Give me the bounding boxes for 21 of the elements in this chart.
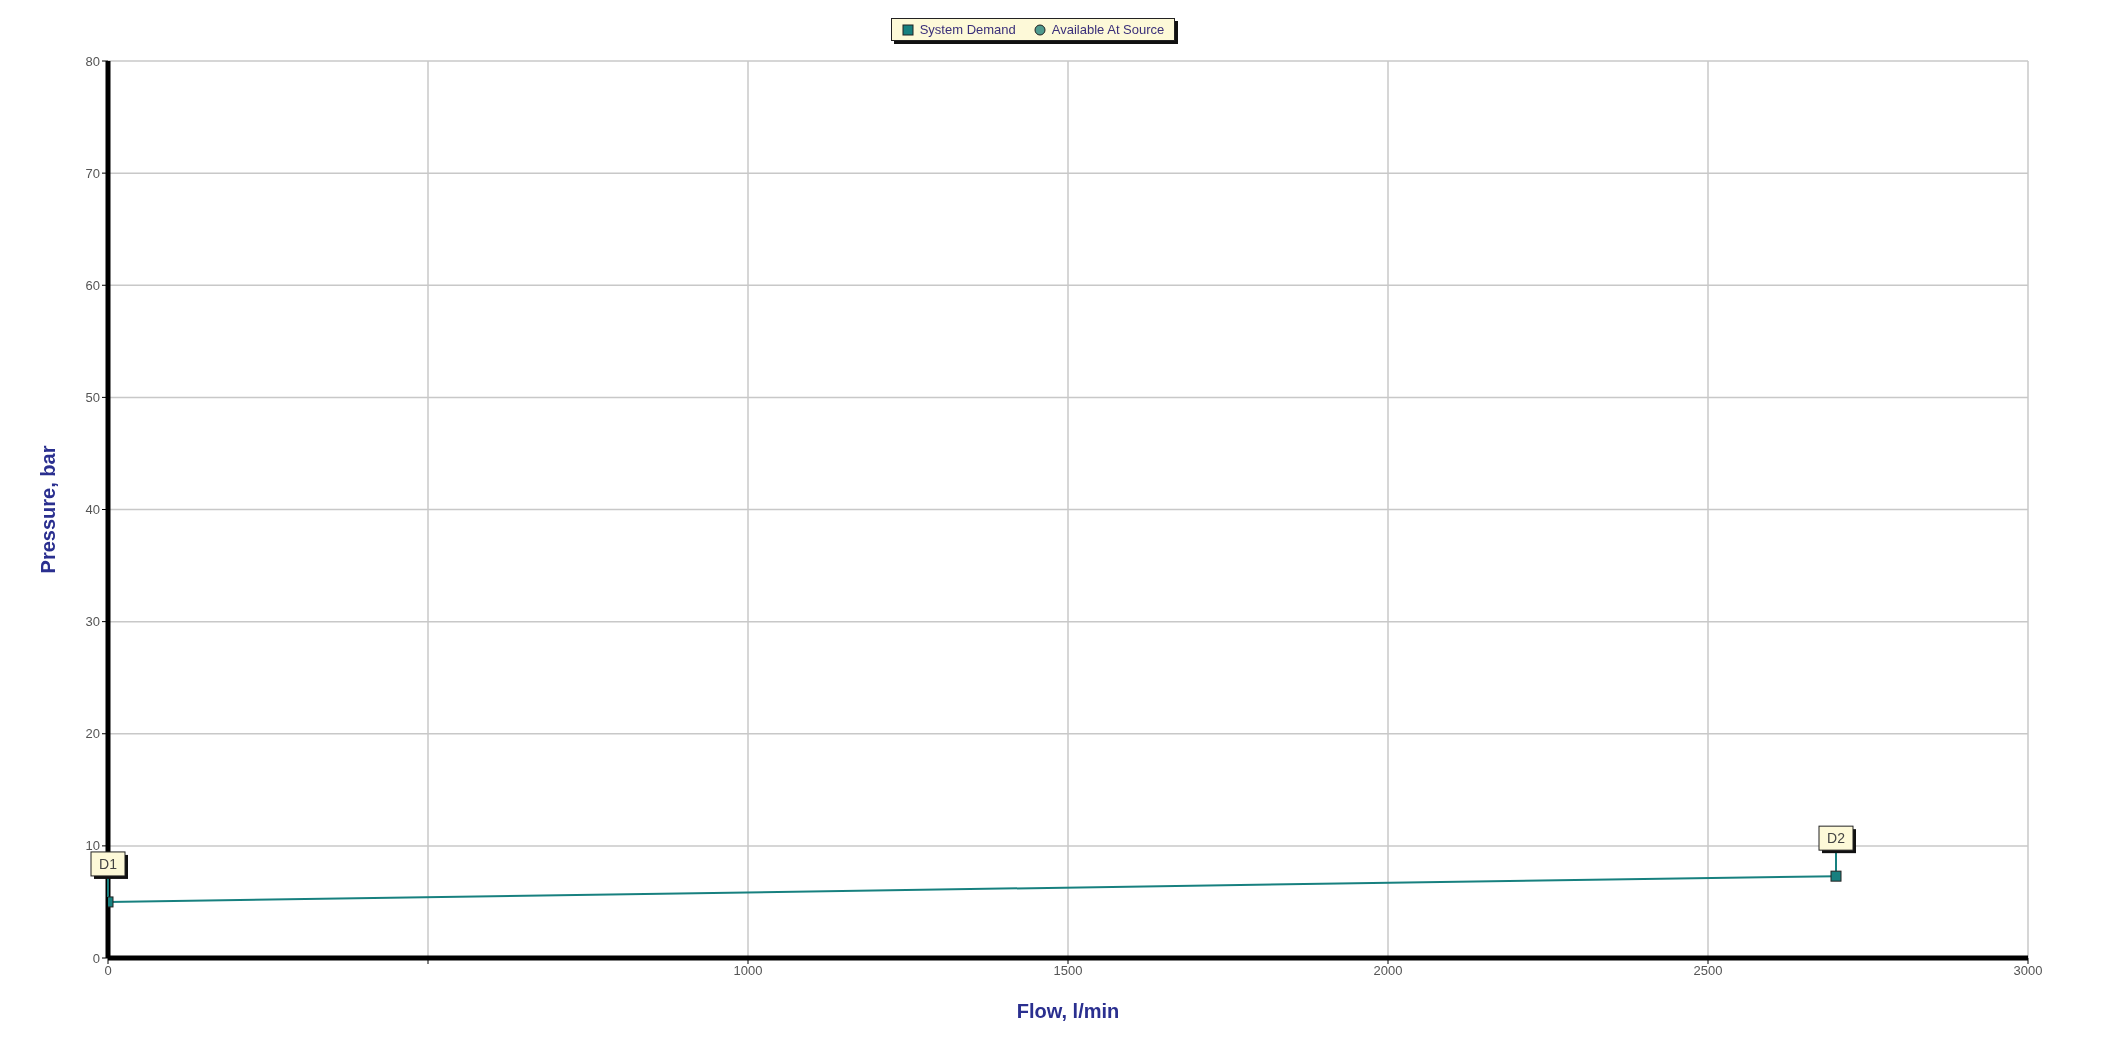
x-tick-label: 3000	[2013, 963, 2043, 979]
y-tick-label: 30	[85, 614, 100, 630]
y-tick-label: 20	[85, 726, 100, 742]
x-tick-label: 2000	[1373, 963, 1403, 979]
y-tick-label: 70	[85, 165, 100, 181]
y-tick-label: 60	[85, 277, 100, 293]
annotation: D1	[99, 855, 118, 872]
x-tick-label: 0	[104, 963, 112, 979]
y-axis-title: Pressure, bar	[37, 445, 60, 574]
x-tick-label: 2500	[1693, 963, 1723, 979]
annotation: D2	[1827, 830, 1846, 847]
legend-label: System Demand	[918, 22, 1016, 37]
x-axis-title: Flow, l/min	[1016, 1000, 1120, 1022]
x-tick-label: 1000	[733, 963, 763, 979]
x-tick-label: 1500	[1053, 963, 1083, 979]
y-tick-label: 50	[85, 389, 100, 405]
y-tick-label: 10	[85, 838, 100, 854]
y-tick-label: 40	[85, 502, 100, 518]
legend-label: Available At Source	[1050, 22, 1165, 37]
y-tick-label: 0	[92, 950, 100, 966]
y-tick-label: 80	[85, 53, 100, 69]
